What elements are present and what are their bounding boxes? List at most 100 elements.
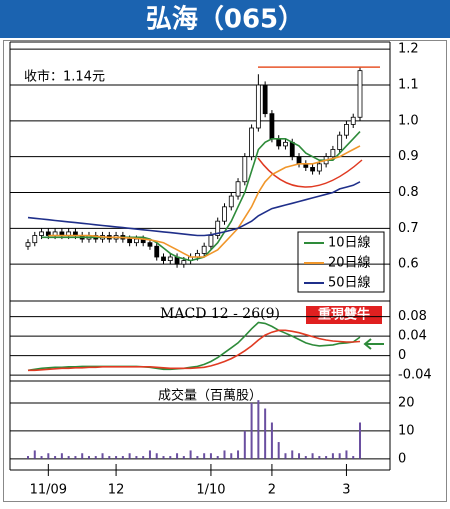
candle-body <box>255 84 261 129</box>
candle-body <box>269 113 275 140</box>
candle-body <box>276 138 282 147</box>
candle-body <box>350 116 356 125</box>
line <box>28 329 361 372</box>
legend-label: 50日線 <box>328 275 371 291</box>
frame <box>3 40 447 502</box>
candle-body <box>32 235 38 244</box>
bar <box>250 402 253 459</box>
bar <box>196 456 199 459</box>
candle-body <box>337 134 343 150</box>
arrow <box>363 338 384 350</box>
bar <box>298 453 301 459</box>
bar <box>67 456 70 459</box>
x-tick-label: 1/10 <box>196 483 225 498</box>
bar <box>237 450 240 459</box>
candle-body <box>357 70 363 118</box>
bar <box>54 456 57 459</box>
candle-body <box>215 220 221 236</box>
bar <box>345 450 348 459</box>
candle-body <box>283 141 288 147</box>
bar <box>81 453 84 459</box>
line <box>27 321 361 372</box>
candle-body <box>289 141 295 158</box>
close-annotation: 收市：1.14元 <box>24 69 105 85</box>
bar <box>277 442 280 459</box>
bar <box>291 450 294 459</box>
bar <box>359 422 361 459</box>
bar <box>176 453 179 459</box>
y-tick-label: 0.6 <box>398 257 419 272</box>
bar <box>115 456 118 459</box>
macd-annotation: 重現雙牛 <box>318 307 370 323</box>
bar <box>142 456 145 459</box>
bar <box>304 456 307 459</box>
bar <box>155 453 158 459</box>
bar <box>135 456 138 459</box>
bar <box>27 456 29 459</box>
bar <box>74 456 77 459</box>
line <box>48 145 361 258</box>
page-title: 弘海（065） <box>146 5 304 35</box>
bar <box>101 453 104 459</box>
bar <box>60 453 63 459</box>
bar <box>162 456 165 459</box>
y-tick-label: 0.08 <box>398 309 427 324</box>
candle-body <box>201 245 207 254</box>
bar <box>216 456 219 459</box>
arc-decoration <box>257 157 363 188</box>
bar <box>169 456 172 459</box>
line <box>27 181 361 237</box>
bar <box>338 453 341 459</box>
bar <box>182 456 185 459</box>
bar <box>331 453 334 459</box>
y-tick-label: 0.7 <box>398 221 419 236</box>
bar <box>311 453 314 459</box>
y-tick-label: 1.1 <box>398 78 419 93</box>
candle-body <box>181 260 187 265</box>
legend-label: 20日線 <box>328 255 371 271</box>
bar <box>223 450 226 459</box>
y-tick-label: 0 <box>398 451 406 466</box>
bar <box>270 422 273 459</box>
bar <box>189 450 192 459</box>
candle-body <box>344 124 349 136</box>
candle-body <box>147 242 153 247</box>
annotation-box <box>306 306 382 324</box>
candle-body <box>39 231 44 236</box>
bar <box>108 456 111 459</box>
bar <box>264 408 267 459</box>
candle-body <box>127 238 133 244</box>
candle-body <box>249 127 254 158</box>
candle-body <box>235 181 241 197</box>
x-tick-label: 11/09 <box>30 483 67 498</box>
candle-body <box>167 256 173 261</box>
bar <box>94 456 97 459</box>
y-tick-label: 0 <box>398 348 406 363</box>
bar <box>209 453 212 459</box>
macd-title: MACD 12 - 26(9) <box>160 306 280 322</box>
candle-body <box>310 167 315 172</box>
candle-body <box>25 242 31 247</box>
bar <box>47 453 50 459</box>
y-tick-label: 1.2 <box>398 42 419 57</box>
bar <box>243 430 246 459</box>
bar <box>33 450 36 459</box>
line <box>41 131 361 262</box>
x-tick-label: 3 <box>342 483 350 498</box>
y-tick-label: 0.9 <box>398 149 419 164</box>
bar <box>284 453 287 459</box>
candle-body <box>154 245 160 258</box>
y-tick-label: -0.04 <box>398 368 432 383</box>
y-tick-label: 10 <box>398 423 415 438</box>
legend-label: 10日線 <box>328 235 371 251</box>
y-tick-label: 1.0 <box>398 113 419 128</box>
bar <box>121 456 124 459</box>
bar <box>325 456 328 459</box>
bar <box>148 450 151 459</box>
candle-body <box>161 256 166 261</box>
bar <box>87 456 90 459</box>
y-tick-label: 20 <box>398 395 415 410</box>
x-tick-label: 2 <box>268 483 276 498</box>
bar <box>128 453 131 459</box>
